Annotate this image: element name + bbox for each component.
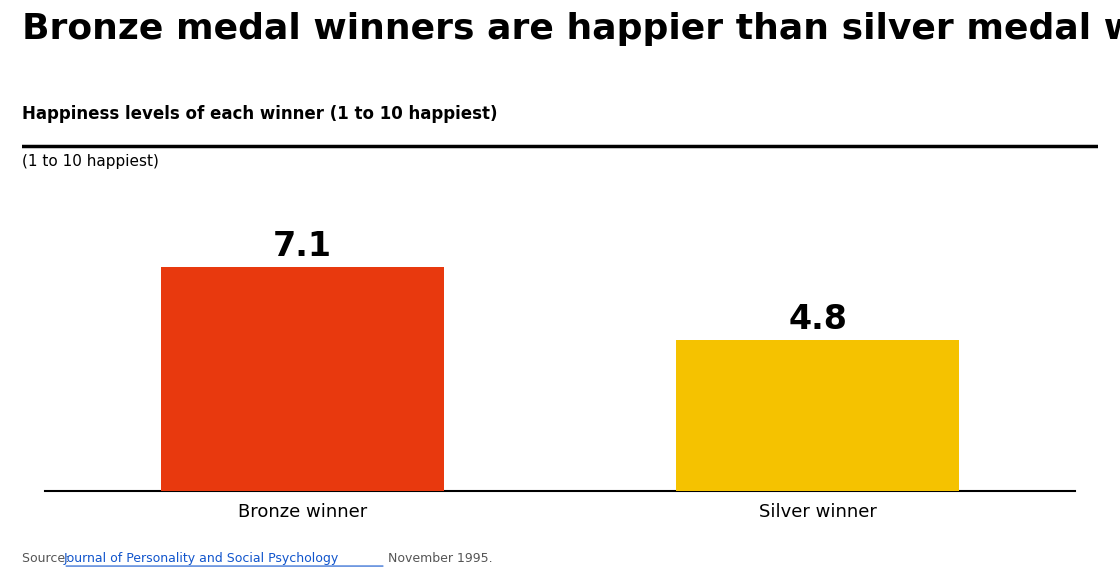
Bar bbox=[676, 340, 960, 491]
Text: 7.1: 7.1 bbox=[273, 230, 332, 263]
Text: (1 to 10 happiest): (1 to 10 happiest) bbox=[22, 154, 159, 170]
Bar bbox=[161, 267, 444, 491]
Text: Happiness levels of each winner (1 to 10 happiest): Happiness levels of each winner (1 to 10… bbox=[22, 105, 498, 123]
Text: Journal of Personality and Social Psychology: Journal of Personality and Social Psycho… bbox=[63, 552, 338, 565]
Text: 4.8: 4.8 bbox=[788, 303, 847, 336]
Text: Source:: Source: bbox=[22, 552, 77, 565]
Text: Bronze medal winners are happier than silver medal winners: Bronze medal winners are happier than si… bbox=[22, 12, 1120, 46]
Text: November 1995.: November 1995. bbox=[388, 552, 493, 565]
